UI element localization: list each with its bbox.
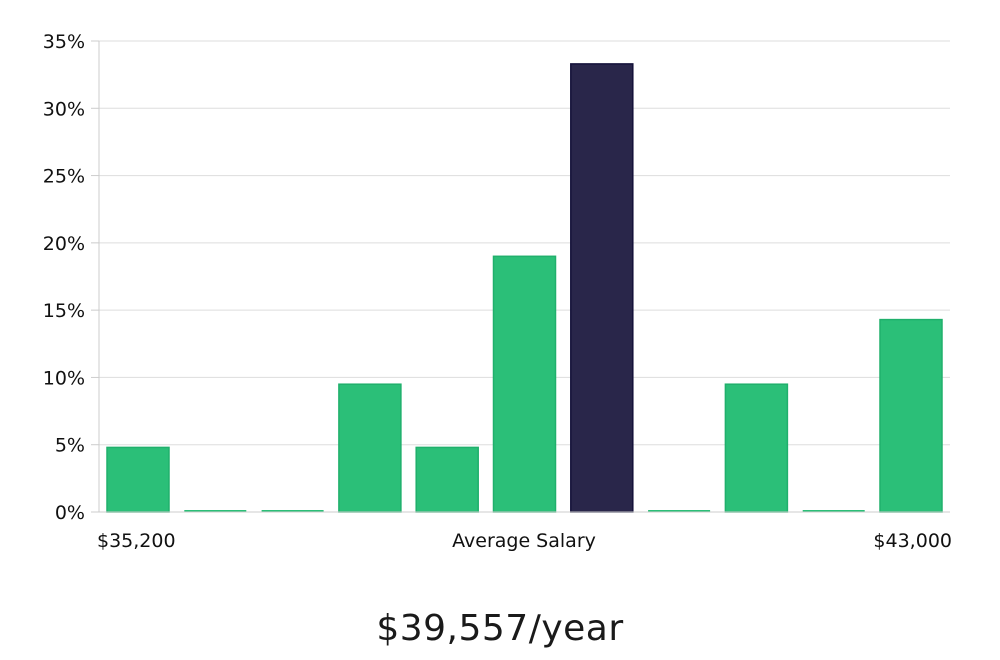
y-tick-label: 15% bbox=[43, 300, 85, 322]
x-axis-labels: $35,200 Average Salary $43,000 bbox=[97, 530, 952, 552]
bar bbox=[879, 318, 943, 513]
bar bbox=[415, 446, 479, 513]
y-tick-label: 0% bbox=[55, 502, 85, 524]
bar-highlighted bbox=[570, 63, 634, 513]
axes bbox=[98, 41, 950, 513]
y-tick-label: 35% bbox=[43, 31, 85, 53]
y-tick-label: 30% bbox=[43, 98, 85, 120]
bar bbox=[106, 446, 170, 513]
bars bbox=[106, 63, 943, 513]
bar bbox=[724, 383, 789, 513]
bar bbox=[648, 510, 711, 512]
y-tick-label: 20% bbox=[43, 233, 85, 255]
y-tick-label: 10% bbox=[43, 367, 85, 389]
bar bbox=[802, 510, 865, 512]
x-end-label: $43,000 bbox=[873, 530, 952, 552]
bar bbox=[338, 383, 402, 513]
x-axis-title: Average Salary bbox=[452, 530, 596, 552]
y-tick-label: 5% bbox=[55, 435, 85, 457]
bar bbox=[261, 510, 324, 512]
y-axis-ticks: 0% 5% 10% 15% 20% 25% 30% 35% bbox=[43, 31, 99, 524]
average-salary-value: $39,557/year bbox=[376, 608, 624, 649]
x-start-label: $35,200 bbox=[97, 530, 176, 552]
y-tick-label: 25% bbox=[43, 166, 85, 188]
bar bbox=[184, 510, 247, 512]
bar bbox=[492, 255, 557, 513]
chart-canvas: 0% 5% 10% 15% 20% 25% 30% 35% $35,200 Average S… bbox=[43, 31, 952, 552]
